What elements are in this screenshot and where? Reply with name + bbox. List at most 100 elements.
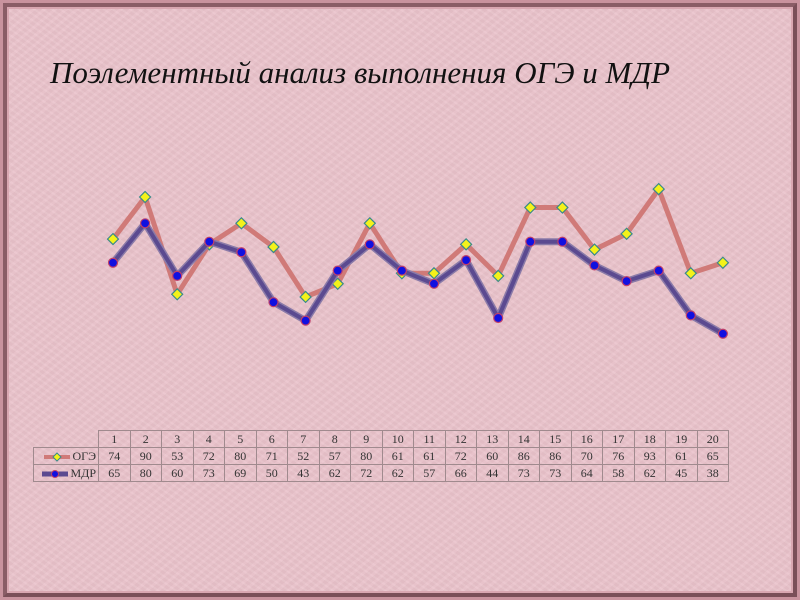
mdr-circle-marker-icon — [589, 260, 600, 271]
oge-diamond-marker-icon — [620, 227, 633, 241]
legend-label-mdr: МДР — [70, 465, 96, 480]
oge-diamond-marker-icon — [138, 190, 152, 204]
oge-diamond-marker-icon — [523, 201, 537, 214]
data-table-cell: 43 — [287, 464, 320, 482]
oge-diamond-marker-icon — [363, 216, 377, 230]
data-table-row-mdr: МДР 65 80 60 73 69 50 43 62 72 62 57 66 44 73 73 64 58 62… — [33, 464, 729, 482]
oge-diamond-marker-icon — [235, 216, 248, 230]
data-table-cell: 64 — [570, 464, 603, 482]
data-table-column-header: 12 — [444, 430, 477, 448]
legend-key-mdr: МДР — [33, 464, 99, 482]
data-table-cell: 86 — [507, 447, 540, 465]
mdr-circle-marker-icon — [621, 276, 632, 287]
oge-diamond-marker-icon — [588, 243, 601, 256]
data-table-column-header: 19 — [665, 430, 698, 448]
data-table-column-header: 10 — [381, 430, 414, 448]
data-table-cell: 53 — [161, 447, 194, 465]
data-table-cell: 65 — [696, 447, 729, 465]
data-table-row-oge: ОГЭ 74 90 53 72 80 71 52 57 80 61 61 72 60 86 86 70 76 93… — [33, 447, 729, 465]
mdr-circle-marker-icon — [204, 236, 215, 247]
data-table-cell: 65 — [98, 464, 131, 482]
data-table-cell: 70 — [570, 447, 603, 465]
data-table-cell: 72 — [350, 464, 383, 482]
data-table-column-header: 5 — [224, 430, 257, 448]
mdr-circle-marker-icon — [428, 278, 440, 289]
legend-label-oge: ОГЭ — [72, 448, 96, 463]
oge-diamond-marker-icon — [299, 290, 312, 304]
mdr-circle-marker-icon — [236, 247, 247, 258]
data-table-cell: 71 — [255, 447, 288, 465]
data-table-column-header: 6 — [255, 430, 288, 448]
data-table-column-header: 16 — [570, 430, 603, 448]
mdr-circle-marker-icon — [493, 312, 504, 324]
data-table-cell: 93 — [633, 447, 666, 465]
data-table-cell: 73 — [539, 464, 572, 482]
data-table-cell: 61 — [381, 447, 414, 465]
oge-diamond-marker-icon — [716, 256, 730, 270]
data-table-cell: 58 — [602, 464, 635, 482]
slide-background — [7, 7, 793, 593]
data-table-cell: 57 — [318, 447, 351, 465]
data-table-cell: 72 — [444, 447, 477, 465]
data-table-cell: 62 — [633, 464, 666, 482]
data-table-cell: 50 — [255, 464, 288, 482]
data-table-column-header: 8 — [318, 430, 351, 448]
data-table-column-header: 14 — [507, 430, 540, 448]
oge-diamond-marker-icon — [267, 240, 280, 254]
data-table-cell: 44 — [476, 464, 509, 482]
data-table-corner — [34, 431, 99, 448]
mdr-circle-marker-icon — [107, 257, 119, 268]
data-table-column-header: 13 — [476, 430, 509, 448]
data-table-cell: 38 — [696, 464, 729, 482]
oge-diamond-marker-icon — [459, 237, 473, 251]
oge-diamond-marker-icon — [491, 269, 505, 283]
data-table-cell: 76 — [602, 447, 635, 465]
data-table-cell: 80 — [129, 464, 162, 482]
data-table-column-header: 18 — [633, 430, 666, 448]
mdr-circle-marker-icon — [396, 265, 407, 276]
mdr-circle-marker-icon — [525, 236, 536, 247]
data-table-column-header: 7 — [287, 430, 320, 448]
oge-diamond-marker-icon — [106, 232, 120, 246]
data-table-column-header: 1 — [98, 430, 131, 448]
data-table-cell: 66 — [444, 464, 477, 482]
mdr-circle-marker-icon — [557, 236, 568, 247]
mdr-circle-marker-icon — [172, 270, 183, 281]
slide-frame-inner — [3, 3, 797, 597]
data-table-cell: 86 — [539, 447, 572, 465]
data-table-cell: 57 — [413, 464, 446, 482]
data-table-cell: 62 — [381, 464, 414, 482]
data-table-column-header: 20 — [696, 430, 729, 448]
data-table-column-header: 15 — [539, 430, 572, 448]
data-table-cell: 60 — [476, 447, 509, 465]
mdr-circle-marker-icon — [653, 265, 664, 276]
data-table-cell: 69 — [224, 464, 257, 482]
mdr-circle-marker-icon — [140, 218, 151, 229]
oge-diamond-marker-icon — [556, 201, 569, 214]
oge-diamond-marker-icon — [170, 287, 184, 301]
data-table-cell: 62 — [318, 464, 351, 482]
data-table-cell: 72 — [192, 447, 225, 465]
data-table-cell: 80 — [224, 447, 257, 465]
data-table-cell: 90 — [129, 447, 162, 465]
mdr-legend-marker-icon — [42, 469, 69, 478]
oge-diamond-marker-icon — [684, 266, 698, 280]
chart-title: Поэлементный анализ выполнения ОГЭ и МДР — [50, 55, 670, 90]
data-table-column-header: 11 — [413, 430, 446, 448]
series-oge — [106, 182, 730, 304]
mdr-circle-marker-icon — [332, 265, 343, 276]
mdr-circle-marker-icon — [717, 328, 729, 339]
mdr-circle-marker-icon — [364, 239, 375, 250]
data-table-cell: 52 — [287, 447, 320, 465]
data-table-column-header: 9 — [350, 430, 383, 448]
oge-diamond-marker-icon — [652, 182, 666, 196]
mdr-circle-marker-icon — [461, 255, 472, 266]
data-table-cell: 45 — [665, 464, 698, 482]
data-table-cell: 74 — [98, 447, 131, 465]
data-table-cell: 60 — [161, 464, 194, 482]
mdr-circle-marker-icon — [300, 315, 311, 326]
mdr-circle-marker-icon — [268, 297, 279, 308]
data-table-column-header: 2 — [129, 430, 162, 448]
